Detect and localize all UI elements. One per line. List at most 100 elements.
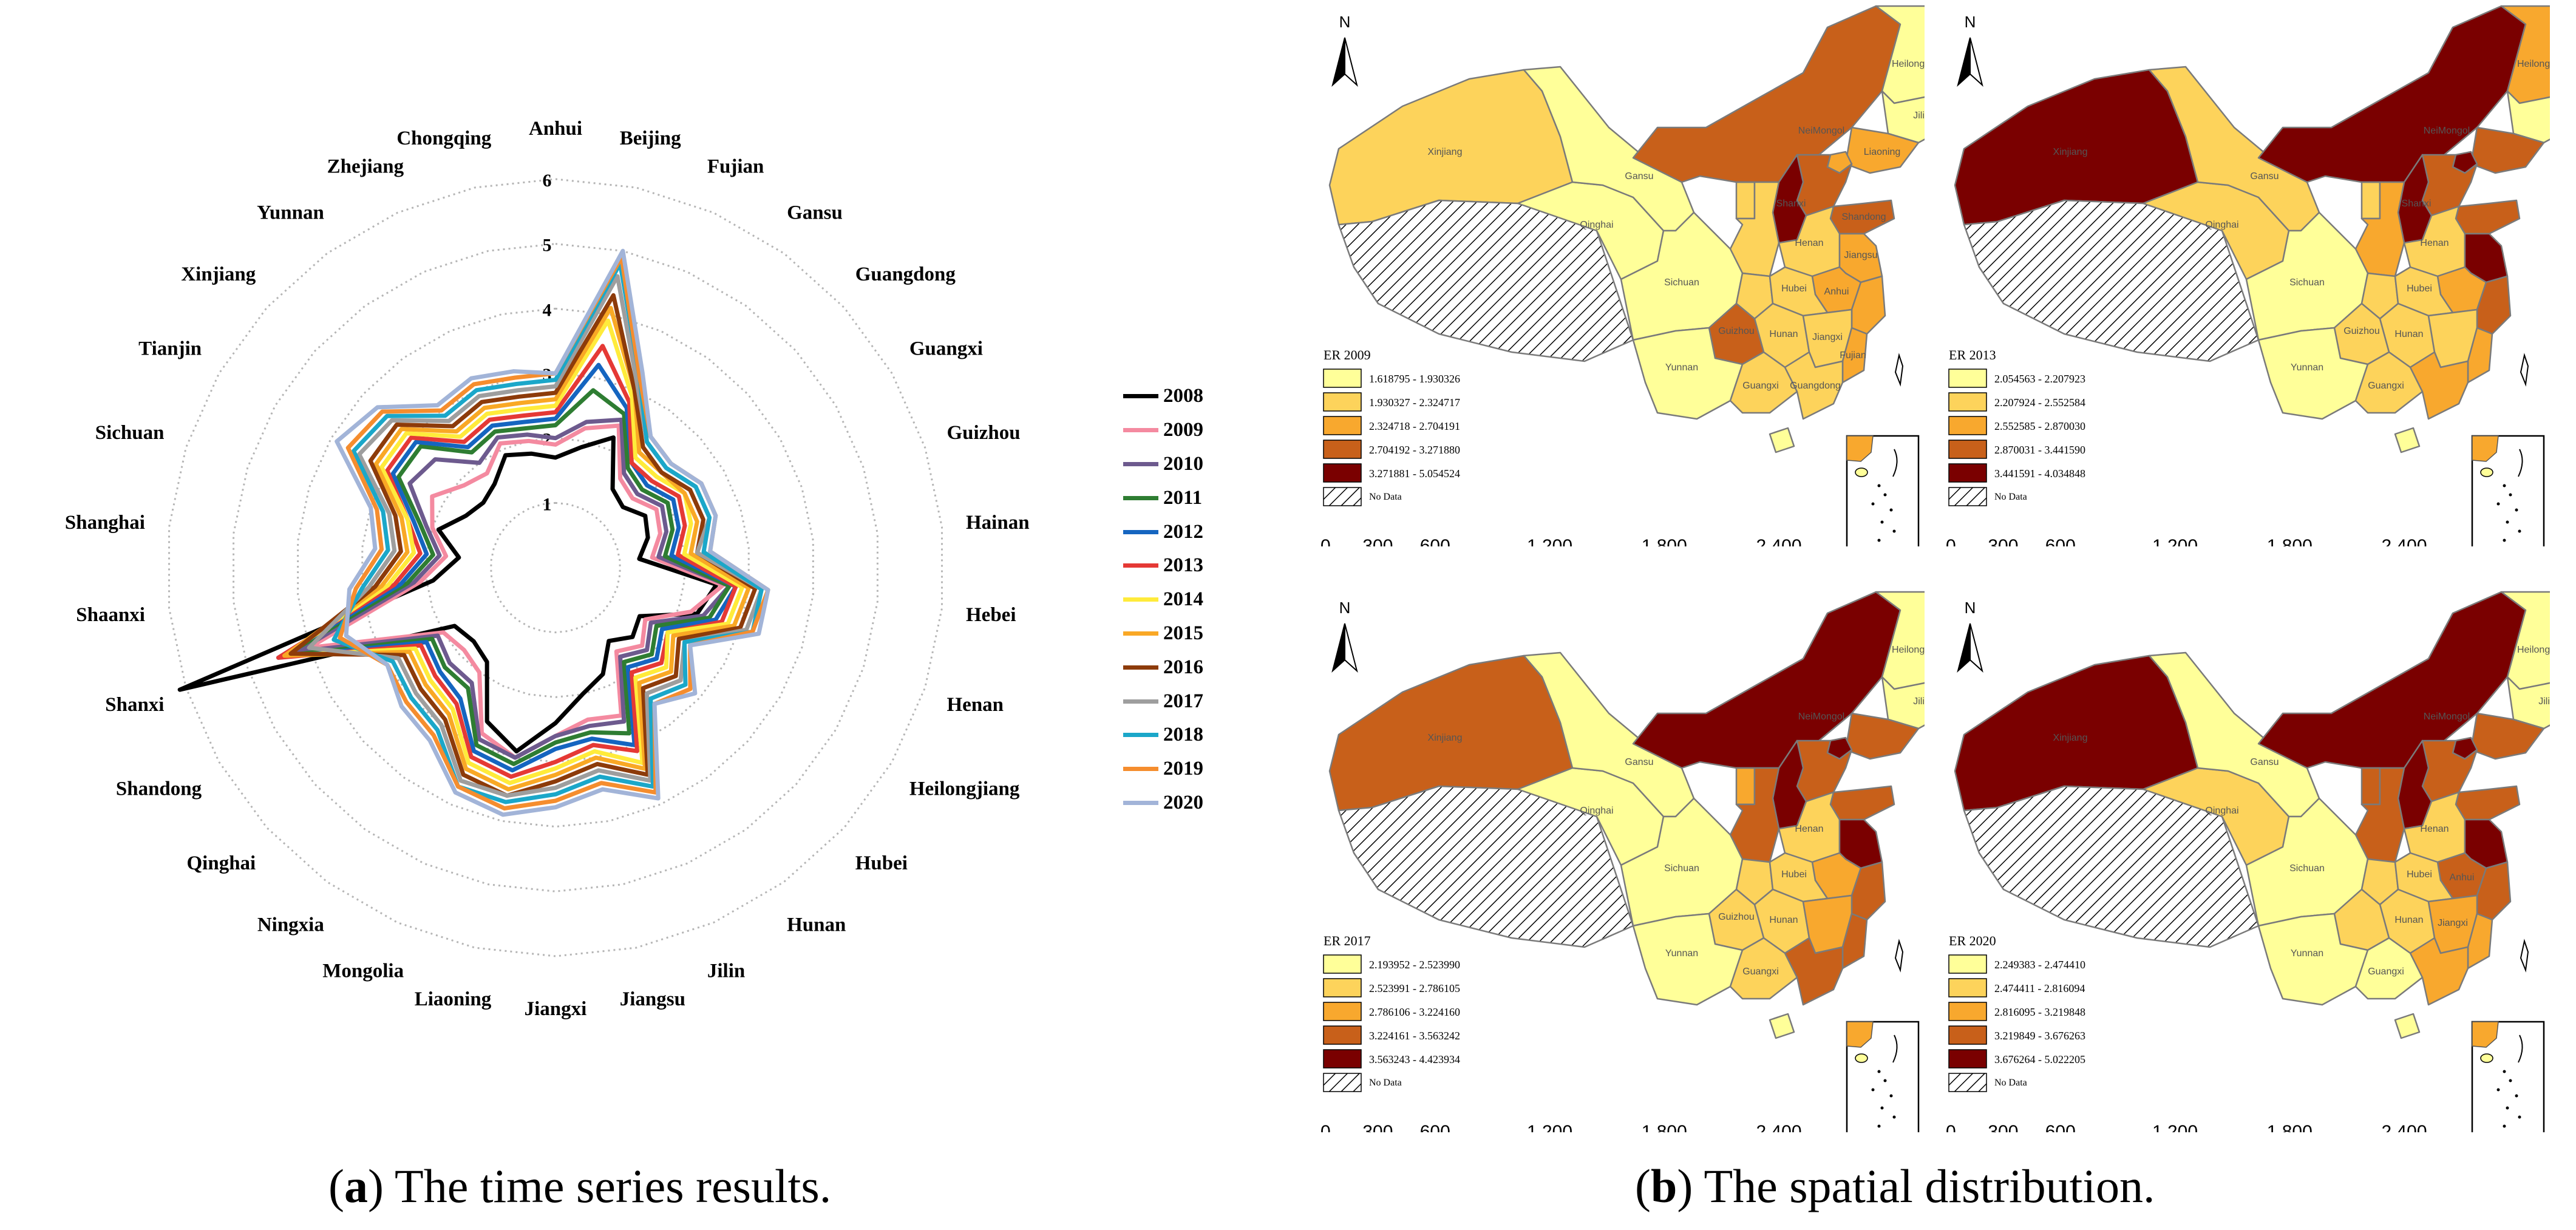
inset-island-arc bbox=[1892, 1035, 1898, 1063]
radar-axis-label: Jilin bbox=[707, 960, 745, 982]
map-place-label: Gansu bbox=[1625, 757, 1653, 767]
legend-item: 2010 bbox=[1123, 447, 1203, 481]
scale-tick-label: 1,800 bbox=[1642, 1122, 1687, 1132]
legend-item: 2017 bbox=[1123, 684, 1203, 718]
region-ningxia bbox=[2360, 767, 2381, 806]
map-legend-swatch bbox=[1323, 392, 1362, 412]
legend-label: 2016 bbox=[1163, 656, 1203, 678]
map-place-label: Henan bbox=[2420, 238, 2449, 248]
region-hainan bbox=[2394, 427, 2421, 454]
region-fujian bbox=[1841, 327, 1868, 384]
radar-axis-label: Yunnan bbox=[257, 202, 324, 223]
scale-tick-label: 1,800 bbox=[1642, 536, 1687, 546]
radar-series-2012 bbox=[276, 362, 738, 773]
region-taiwan bbox=[1894, 353, 1904, 387]
inset-island-dot bbox=[1889, 1094, 1893, 1098]
map-legend-title: ER 2020 bbox=[1949, 933, 1996, 948]
caption-a-label: a bbox=[344, 1160, 368, 1212]
map-legend-swatch bbox=[1948, 369, 1987, 388]
map-place-label: Jilin bbox=[2538, 696, 2550, 707]
map-place-label: NeiMongol bbox=[2424, 712, 2470, 722]
map-place-label: NeiMongol bbox=[1798, 126, 1844, 136]
radar-axis-label: Shanxi bbox=[105, 694, 164, 716]
map-legend: ER 2017 2.193952 - 2.523990 2.523991 - 2.7… bbox=[1323, 933, 1460, 1092]
caption-b-text: ) The spatial distribution. bbox=[1677, 1160, 2155, 1212]
scale-tick-label: 600 bbox=[1420, 1122, 1450, 1132]
legend-swatch bbox=[1123, 767, 1158, 772]
inset-island-dot bbox=[2518, 529, 2521, 533]
radar-axis-label: Shandong bbox=[116, 778, 202, 800]
inset-island-dot bbox=[2515, 1094, 2518, 1098]
north-arrow-right bbox=[1969, 623, 1983, 673]
radar-axis-label: Shaanxi bbox=[76, 604, 145, 626]
north-label: N bbox=[1339, 13, 1351, 31]
legend-swatch bbox=[1123, 495, 1158, 500]
radar-series-2018 bbox=[331, 261, 764, 804]
scale-tick-label: 300 bbox=[1362, 1122, 1393, 1132]
map-legend-swatch bbox=[1948, 440, 1987, 459]
scale-tick-label: 2,400 bbox=[1756, 1122, 1801, 1132]
inset-island-dot bbox=[1883, 493, 1887, 497]
map-place-label: Jilin bbox=[1913, 110, 1925, 121]
map-place-label: Yunnan bbox=[2291, 362, 2323, 373]
legend-swatch bbox=[1123, 428, 1158, 433]
map-panel-2017: N Xinjiang Qinghai Gansu NeiMongol Heilongjia… bbox=[1317, 586, 1925, 1132]
inset-island-dot bbox=[1892, 1115, 1896, 1119]
map-place-label: Yunnan bbox=[2291, 948, 2323, 959]
legend-label: 2008 bbox=[1163, 385, 1203, 407]
map-place-label: Fujian bbox=[1840, 350, 1866, 361]
legend-item: 2019 bbox=[1123, 752, 1203, 786]
legend-label: 2014 bbox=[1163, 588, 1203, 611]
legend-label: 2020 bbox=[1163, 791, 1203, 814]
map-place-label: Jiangsu bbox=[1844, 250, 1877, 260]
radar-axis-label: Liaoning bbox=[415, 988, 492, 1010]
map-place-label: Liaoning bbox=[1864, 147, 1901, 157]
map-legend-swatch bbox=[1948, 416, 1987, 435]
region-heilongjiang bbox=[2500, 591, 2550, 690]
map-legend-swatch bbox=[1323, 369, 1362, 388]
map-place-label: Qinghai bbox=[2205, 220, 2238, 230]
map-legend-swatch bbox=[1323, 1049, 1362, 1069]
map-legend-swatch bbox=[1323, 954, 1362, 974]
legend-label: 2017 bbox=[1163, 690, 1203, 712]
map-regions bbox=[1328, 5, 1925, 454]
map-place-label: Sichuan bbox=[1664, 863, 1699, 874]
map-place-label: Guangdong bbox=[1790, 381, 1841, 391]
radar-axis-label: Hainan bbox=[966, 512, 1030, 534]
map-place-label: Shandong bbox=[1842, 212, 1886, 222]
map-place-label: Henan bbox=[1795, 238, 1823, 248]
legend-label: 2015 bbox=[1163, 622, 1203, 644]
inset-hainan bbox=[1855, 1053, 1868, 1063]
map-legend-range: 3.271881 - 5.054524 bbox=[1369, 467, 1460, 480]
inset-island-dot bbox=[1883, 1079, 1887, 1082]
inset-island-dot bbox=[1889, 508, 1893, 512]
inset-island-dot bbox=[1877, 1124, 1881, 1128]
inset-mainland bbox=[2472, 435, 2499, 462]
radar-axis-label: Hunan bbox=[787, 914, 846, 936]
map-legend-nodata-swatch bbox=[1323, 487, 1362, 506]
scale-tick-label: 1,800 bbox=[2267, 1122, 2313, 1132]
radar-axis-label: Qinghai bbox=[187, 852, 256, 874]
map-place-label: Heilongjiang bbox=[2517, 59, 2550, 69]
legend-swatch bbox=[1123, 800, 1158, 805]
caption-a-text: ) The time series results. bbox=[367, 1160, 832, 1212]
map-svg: N Xinjiang Qinghai Gansu NeiMongol Heilongjia… bbox=[1320, 5, 1925, 546]
inset-mainland bbox=[1846, 1021, 1874, 1048]
radar-r-tick-label: 1 bbox=[543, 494, 552, 514]
map-legend-range: 2.193952 - 2.523990 bbox=[1369, 959, 1460, 971]
south-china-sea-inset bbox=[1846, 1021, 1920, 1132]
scale-tick-label: 300 bbox=[1988, 1122, 2018, 1132]
map-legend-swatch bbox=[1323, 1025, 1362, 1045]
map-legend-title: ER 2013 bbox=[1949, 347, 1996, 362]
inset-island-arc bbox=[2518, 449, 2523, 477]
map-legend: ER 2013 2.054563 - 2.207923 2.207924 - 2.5… bbox=[1948, 347, 2085, 506]
inset-island-dot bbox=[2503, 1070, 2506, 1073]
north-label: N bbox=[1965, 13, 1976, 31]
map-panel-2009: N Xinjiang Qinghai Gansu NeiMongol Heilongjia… bbox=[1317, 0, 1925, 546]
map-place-label: Qinghai bbox=[1580, 806, 1613, 816]
map-legend-nodata-swatch bbox=[1948, 487, 1987, 506]
inset-mainland bbox=[2472, 1021, 2499, 1048]
scale-tick-label: 300 bbox=[1988, 536, 2018, 546]
region-guangdong bbox=[1784, 351, 1844, 420]
region-shandong bbox=[2455, 785, 2521, 821]
